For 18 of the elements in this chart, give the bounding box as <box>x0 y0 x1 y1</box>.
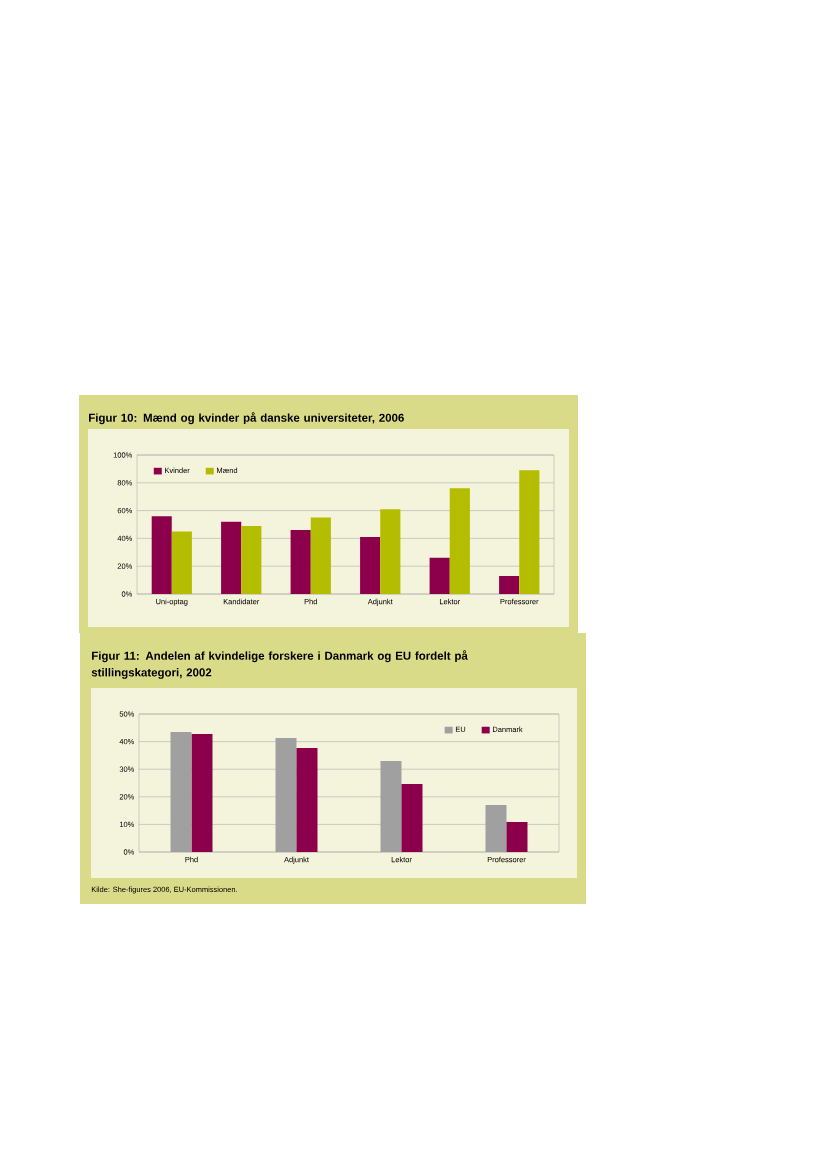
chart-title: Figur 10: Mænd og kvinder på danske universiteter, 2006 <box>89 412 404 425</box>
chart-title: Figur 11: Andelen af kvindelige forskere i Danmark og EU fordelt på stillingskategori, 2002 <box>91 650 468 679</box>
bar <box>290 530 311 594</box>
bar <box>449 488 470 594</box>
bar <box>191 733 213 853</box>
bar <box>380 509 401 594</box>
bar <box>296 747 318 853</box>
bar <box>310 517 331 594</box>
bar <box>151 516 172 594</box>
bar <box>360 537 381 594</box>
bar <box>429 557 450 594</box>
bar <box>499 575 520 594</box>
bar <box>506 821 528 853</box>
bar <box>241 525 262 594</box>
bar <box>401 784 423 853</box>
bar <box>221 521 242 594</box>
bar <box>171 531 192 594</box>
bar <box>519 470 540 594</box>
